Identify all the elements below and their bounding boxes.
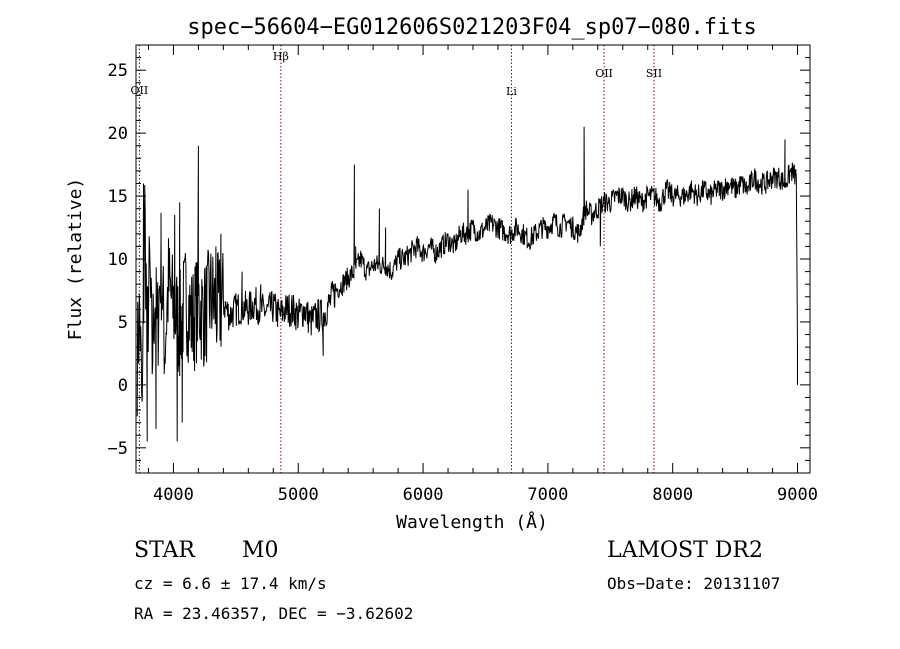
line-marker-label: OII: [131, 84, 149, 97]
survey-label: LAMOST DR2: [607, 538, 763, 563]
y-tick-label: −5: [108, 439, 128, 459]
line-marker-label: Hβ: [273, 50, 289, 63]
observation-date: Obs−Date: 20131107: [607, 574, 781, 593]
axis-ticks: 4000 5000 6000 7000 8000 9000 −5 0 5 10 15 20 25: [108, 45, 818, 505]
y-tick-label: 20: [108, 124, 128, 144]
y-tick-label: 10: [108, 250, 128, 270]
plot-area: OII Hβ Li OII SII: [131, 45, 662, 473]
x-tick-label: 5000: [278, 485, 319, 505]
y-tick-label: 0: [118, 376, 128, 396]
redshift-cz: cz = 6.6 ± 17.4 km/s: [134, 574, 327, 593]
x-tick-label: 7000: [527, 485, 568, 505]
y-tick-label: 15: [108, 187, 128, 207]
line-marker-label: OII: [595, 67, 613, 80]
line-marker-label: SII: [646, 67, 662, 80]
y-axis-title: Flux (relative): [65, 178, 86, 341]
x-tick-label: 9000: [777, 485, 818, 505]
sky-coordinates: RA = 23.46357, DEC = −3.62602: [134, 604, 414, 623]
x-tick-label: 4000: [153, 485, 194, 505]
x-axis-title: Wavelength (Å): [396, 511, 548, 533]
y-tick-label: 25: [108, 61, 128, 81]
chart-title: spec−56604−EG012606S021203F04_sp07−080.f…: [187, 15, 757, 40]
y-tick-label: 5: [118, 313, 128, 333]
line-marker-label: Li: [506, 85, 517, 98]
spectrum-line: [136, 126, 798, 442]
object-subclass: M0: [242, 538, 279, 563]
plot-frame: [135, 44, 811, 474]
x-tick-label: 6000: [403, 485, 444, 505]
spectrum-marks: [136, 126, 798, 442]
x-tick-label: 8000: [652, 485, 693, 505]
object-class: STAR: [134, 538, 195, 563]
